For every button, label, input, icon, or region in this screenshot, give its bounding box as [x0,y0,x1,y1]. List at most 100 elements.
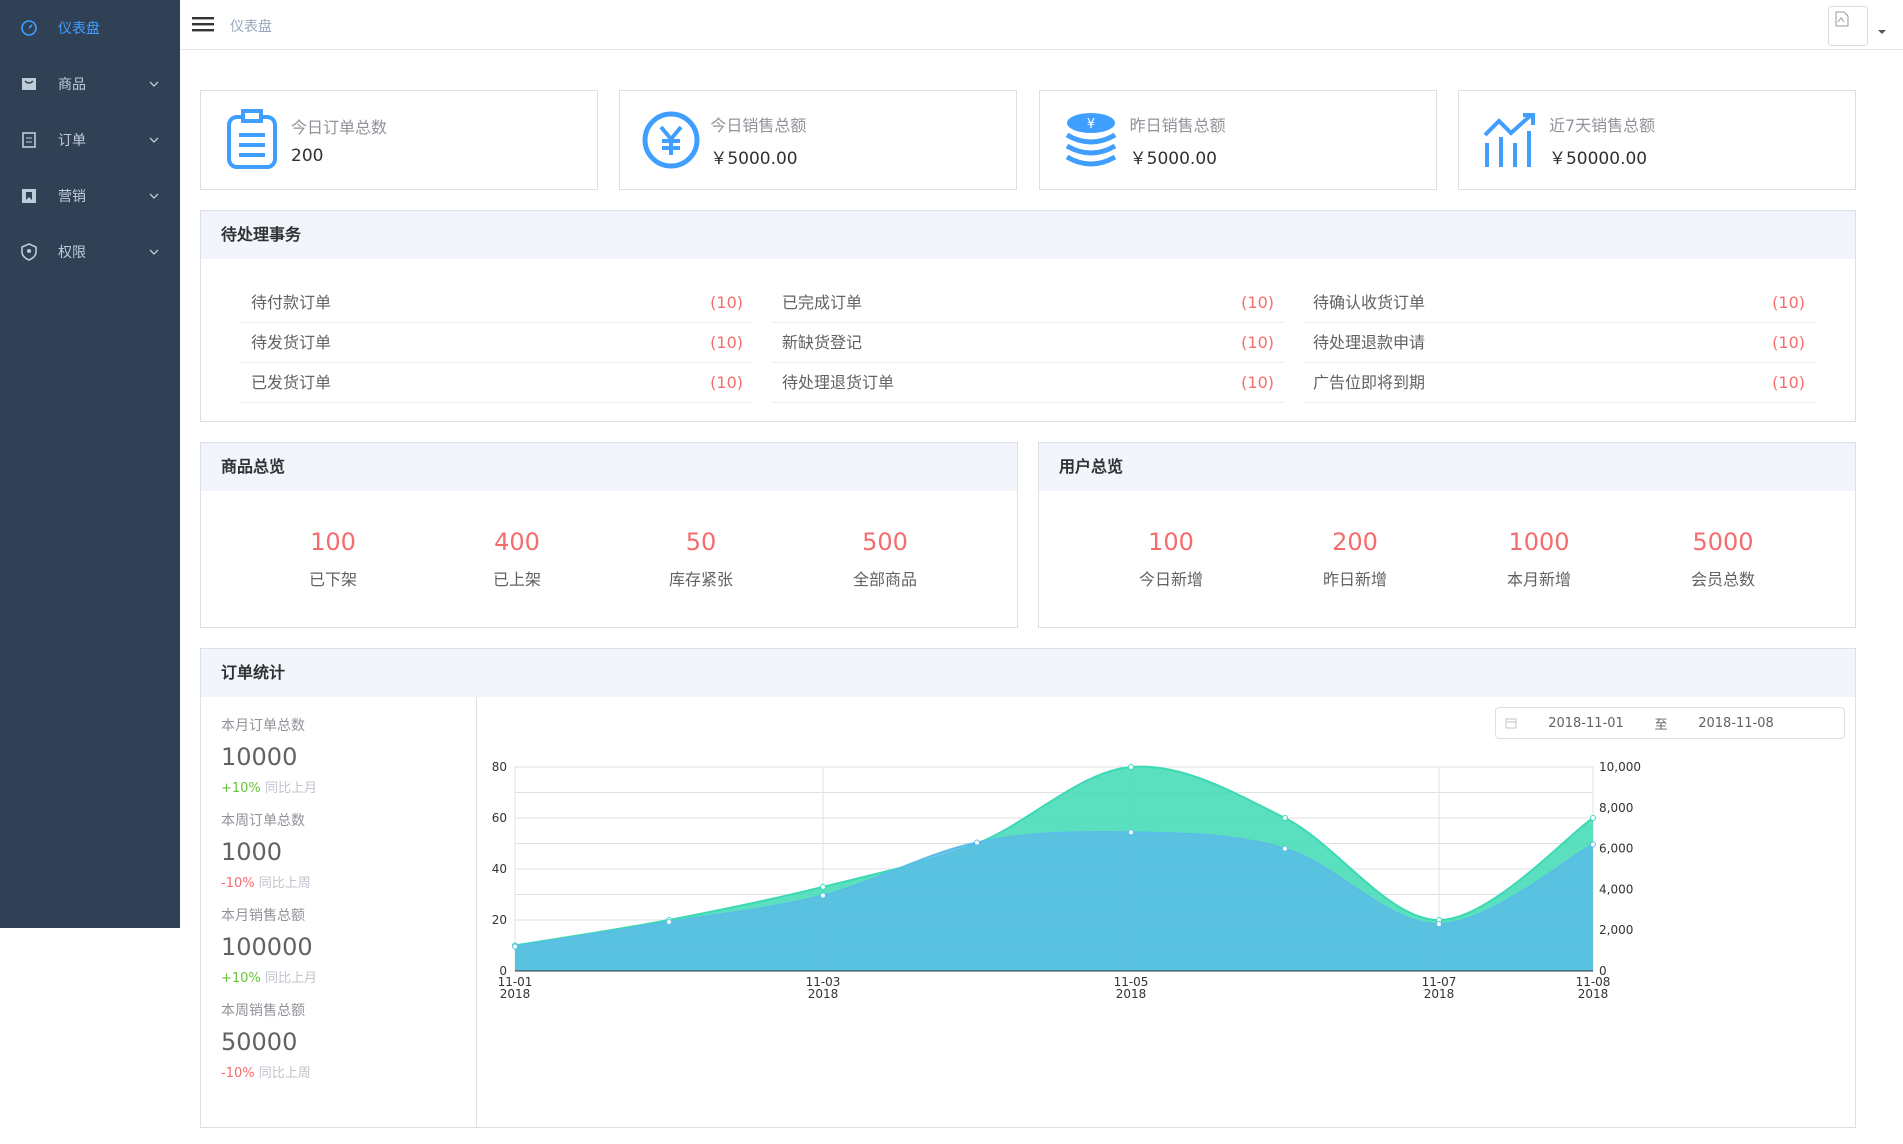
todo-item[interactable]: 已发货订单 (10) [241,363,753,403]
y-left-tick-label: 60 [492,811,507,825]
calendar-icon [1496,717,1526,729]
summary-compare-label: 同比上月 [264,971,317,986]
breadcrumb[interactable]: 仪表盘 [230,19,272,35]
start-date-input[interactable]: 2018-11-01 [1548,715,1624,731]
yen-circle-icon [642,109,700,171]
todo-label: 待付款订单 [251,293,332,312]
overview-item: 5000 会员总数 [1643,528,1803,590]
sidebar-item-1[interactable]: 商品 [0,56,180,112]
todo-item[interactable]: 广告位即将到期 (10) [1303,363,1815,403]
series-0-point [1128,764,1134,770]
todo-item[interactable]: 待付款订单 (10) [241,283,753,323]
overview-label: 今日新增 [1138,570,1203,589]
sidebar-item-label: 仪表盘 [58,21,100,37]
y-left-tick-label: 80 [492,760,507,774]
todo-label: 新缺货登记 [782,333,863,352]
sidebar-item-0[interactable]: 仪表盘 [0,0,180,56]
sidebar-item-3[interactable]: 营销 [0,168,180,224]
series-1-point [1436,921,1442,928]
sidebar-item-2[interactable]: 订单 [0,112,180,168]
permission-icon [20,243,38,261]
product-overview-title: 商品总览 [201,443,1017,491]
todo-count: (10) [710,373,743,392]
overview-item: 200 昨日新增 [1275,528,1435,590]
todo-item[interactable]: 待处理退款申请 (10) [1303,323,1815,363]
series-1-point [1128,829,1134,836]
todo-column: 待付款订单 (10) 待发货订单 (10) 已发货订单 (10) [241,283,753,403]
series-0-point [1282,815,1288,821]
todo-grid: 待付款订单 (10) 待发货订单 (10) 已发货订单 (10) 已完成订单 (10) 新缺货登… [201,259,1855,421]
summary-value: 50000 [221,1028,298,1056]
series-1-point [512,943,518,950]
svg-text:¥: ¥ [1087,117,1095,132]
x-tick-year-label: 2018 [1116,987,1147,1001]
todo-count: (10) [710,293,743,312]
summary-value: 10000 [221,743,298,771]
overview-number: 100 [310,528,356,556]
stat-text: 近7天销售总额 ￥50000.00 [1549,112,1655,169]
order-summary-block: 本月订单总数 10000 +10% 同比上月 [221,715,456,796]
sidebar-item-label: 订单 [58,133,86,149]
summary-compare-label: 同比上周 [258,1066,311,1081]
caret-down-icon[interactable] [1877,28,1887,36]
summary-compare-label: 同比上周 [258,876,311,891]
stat-title: 昨日销售总额 [1129,115,1226,135]
order-area-chart: 0 20 40 60 80 0 2,000 4,000 6,000 8,000 10,000 11-0… [492,760,1641,1001]
y-right-tick-label: 4,000 [1599,882,1633,896]
user-overview-title: 用户总览 [1039,443,1855,491]
user-overview-panel: 用户总览 100 今日新增 200 昨日新增 1000 本月新增 5000 会员总数 [1038,442,1856,628]
overview-number: 1000 [1508,528,1570,556]
product-overview-grid: 100 已下架 400 已上架 50 库存紧张 500 全部商品 [201,491,1017,627]
todo-item[interactable]: 待处理退货订单 (10) [772,363,1284,403]
summary-title: 本周销售总额 [221,1003,305,1019]
sidebar-item-4[interactable]: 权限 [0,224,180,280]
x-tick-year-label: 2018 [1578,987,1609,1001]
summary-title: 本周订单总数 [221,813,305,829]
summary-title: 本月订单总数 [221,718,305,734]
todo-label: 已发货订单 [251,373,332,392]
order-chart-area: 2018-11-01 至 2018-11-08 0 20 40 60 80 0 2,000 4… [477,697,1855,1127]
todo-count: (10) [710,333,743,352]
overview-label: 全部商品 [852,570,917,589]
coins-icon: ¥ [1062,109,1120,171]
series-1-line [514,830,1594,948]
todo-item[interactable]: 待发货订单 (10) [241,323,753,363]
sidebar-item-label: 商品 [58,77,86,93]
hamburger-menu-icon[interactable] [192,14,214,34]
series-1-point [820,892,826,899]
summary-compare-label: 同比上月 [264,781,317,796]
stat-cards: 今日订单总数 200 今日销售总额 ￥5000.00 ¥ 昨日销售总额 ￥5000.00 近7… [200,90,1856,190]
x-tick-year-label: 2018 [808,987,839,1001]
x-tick-year-label: 2018 [1424,987,1455,1001]
overview-item: 1000 本月新增 [1459,528,1619,590]
end-date-input[interactable]: 2018-11-08 [1698,715,1774,731]
todo-item[interactable]: 待确认收货订单 (10) [1303,283,1815,323]
order-stats-title: 订单统计 [201,649,1855,697]
summary-compare: -10% 同比上周 [221,872,456,891]
order-summary-block: 本周订单总数 1000 -10% 同比上周 [221,810,456,891]
y-right-tick-label: 6,000 [1599,842,1633,856]
summary-percent: +10% [221,781,261,796]
overview-number: 500 [862,528,908,556]
stat-text: 今日订单总数 200 [291,114,387,166]
todo-item[interactable]: 新缺货登记 (10) [772,323,1284,363]
todo-title: 待处理事务 [201,211,1855,259]
todo-label: 已完成订单 [782,293,863,312]
date-range-picker[interactable]: 2018-11-01 至 2018-11-08 [1495,707,1845,739]
todo-column: 待确认收货订单 (10) 待处理退款申请 (10) 广告位即将到期 (10) [1303,283,1815,403]
stat-title: 今日订单总数 [291,118,388,137]
summary-percent: -10% [221,1066,255,1081]
summary-compare: -10% 同比上周 [221,1062,456,1081]
todo-item[interactable]: 已完成订单 (10) [772,283,1284,323]
avatar[interactable] [1828,6,1868,46]
series-1-point [1590,841,1596,848]
todo-label: 待处理退款申请 [1313,333,1426,352]
y-right-tick-label: 0 [1599,964,1607,978]
series-1-point [666,919,672,926]
overview-item: 100 今日新增 [1091,528,1251,590]
order-summary-block: 本周销售总额 50000 -10% 同比上周 [221,1000,456,1081]
stat-value: ￥5000.00 [710,148,798,169]
stat-card: ¥ 昨日销售总额 ￥5000.00 [1038,90,1437,190]
overview-label: 昨日新增 [1322,570,1387,589]
y-left-tick-label: 40 [492,862,507,876]
